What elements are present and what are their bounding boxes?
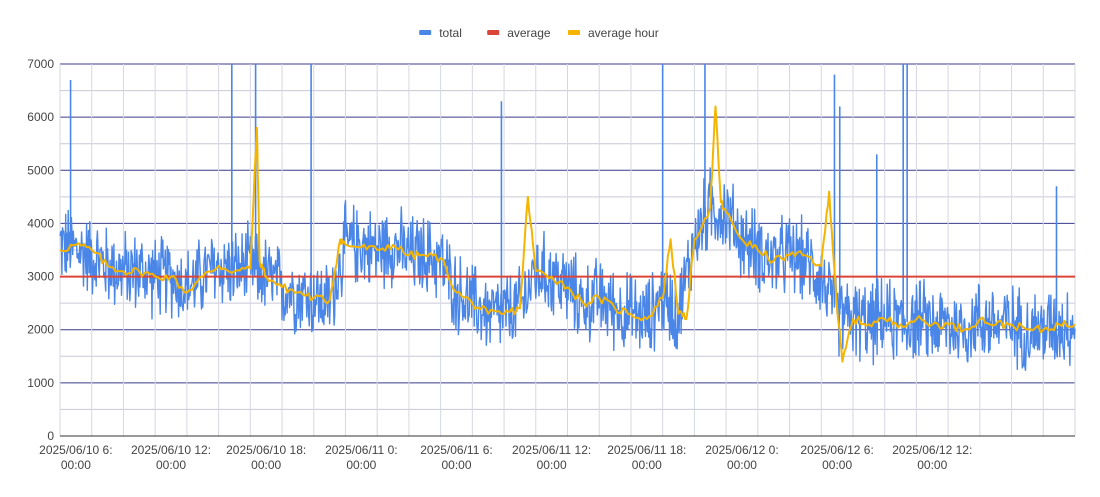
x-tick-label: 00:00 <box>537 458 567 472</box>
y-tick-label: 5000 <box>27 163 54 177</box>
x-tick-label: 00:00 <box>441 458 471 472</box>
y-tick-label: 7000 <box>27 57 54 71</box>
legend-label: average hour <box>588 26 659 40</box>
y-tick-label: 3000 <box>27 270 54 284</box>
legend-swatch <box>487 30 500 35</box>
legend-item[interactable]: total <box>419 26 462 40</box>
y-tick-label: 1000 <box>27 376 54 390</box>
y-tick-label: 0 <box>47 429 54 443</box>
x-tick-label: 2025/06/11 12: <box>512 443 591 457</box>
legend-label: average <box>507 26 551 40</box>
x-tick-label: 2025/06/11 18: <box>607 443 686 457</box>
x-tick-label: 2025/06/11 0: <box>325 443 398 457</box>
series-average-hour <box>59 105 1076 363</box>
x-tick-label: 2025/06/12 12: <box>892 443 972 457</box>
legend-item[interactable]: average hour <box>568 26 659 40</box>
legend-item[interactable]: average <box>487 26 551 40</box>
legend-label: total <box>439 26 462 40</box>
x-tick-label: 2025/06/10 18: <box>226 443 306 457</box>
x-tick-label: 00:00 <box>632 458 662 472</box>
y-axis: 0 1000 2000 3000 4000 5000 6000 7000 <box>27 57 54 443</box>
y-tick-label: 2000 <box>27 323 54 337</box>
x-tick-label: 2025/06/10 6: <box>39 443 112 457</box>
x-tick-label: 00:00 <box>156 458 186 472</box>
y-tick-label: 4000 <box>27 216 54 230</box>
x-tick-label: 2025/06/11 6: <box>420 443 493 457</box>
x-tick-label: 00:00 <box>61 458 91 472</box>
x-tick-label: 00:00 <box>251 458 281 472</box>
x-tick-label: 2025/06/10 12: <box>131 443 211 457</box>
legend-swatch <box>568 30 580 35</box>
series-line-average-hour <box>59 105 1076 363</box>
x-tick-label: 2025/06/12 0: <box>705 443 778 457</box>
x-tick-label: 00:00 <box>727 458 757 472</box>
series-line-total <box>59 167 1076 371</box>
legend-swatch <box>419 30 432 35</box>
x-tick-label: 2025/06/12 6: <box>800 443 873 457</box>
x-tick-label: 00:00 <box>822 458 852 472</box>
legend: total average average hour <box>419 26 659 40</box>
x-tick-label: 00:00 <box>917 458 947 472</box>
x-tick-label: 00:00 <box>346 458 376 472</box>
y-tick-label: 6000 <box>27 110 54 124</box>
